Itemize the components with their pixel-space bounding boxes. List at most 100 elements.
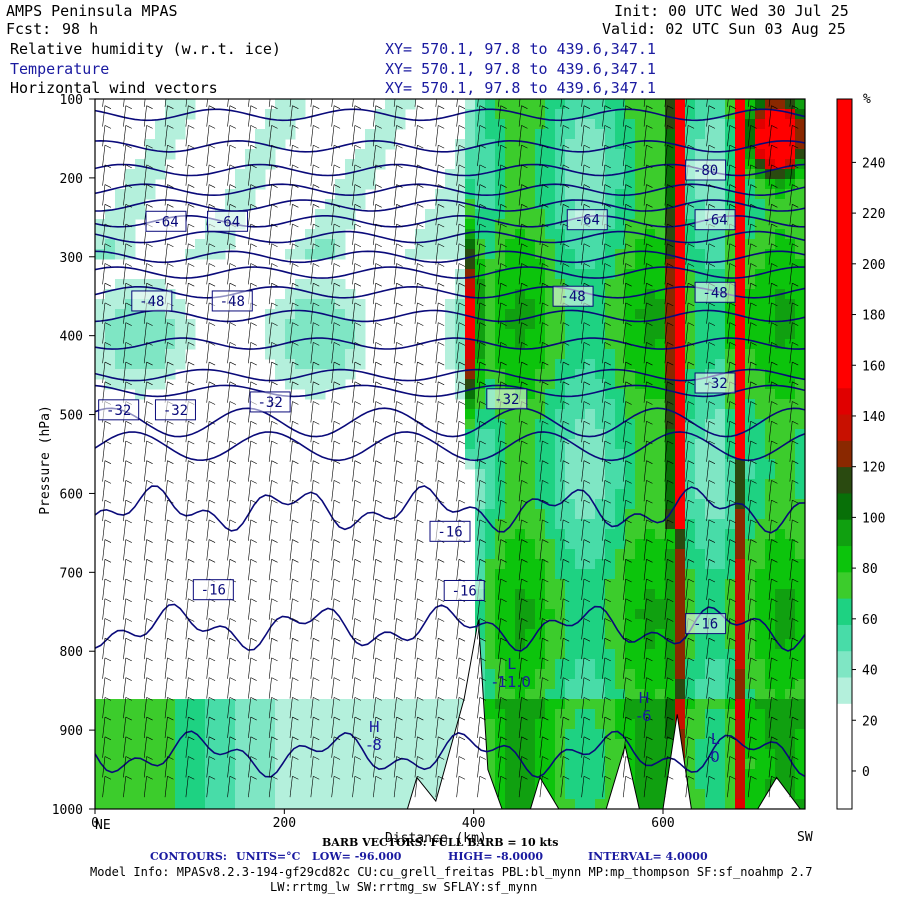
rh-cell [665, 489, 676, 500]
wind-barb-flag [354, 223, 362, 228]
rh-cell [735, 99, 746, 110]
rh-cell [115, 779, 126, 790]
rh-cell [305, 319, 316, 330]
rh-cell [515, 419, 526, 430]
rh-cell [595, 449, 606, 460]
wind-barb-flag [604, 184, 611, 188]
wind-barb-flag [333, 775, 341, 780]
wind-barb [331, 99, 333, 107]
wind-barb-flag [188, 243, 195, 248]
wind-barb-flag [229, 282, 237, 287]
wind-barb [393, 736, 397, 758]
rh-cell [665, 739, 676, 750]
rh-cell [355, 159, 366, 170]
wind-barb-flag [188, 361, 195, 366]
rh-cell [635, 679, 646, 690]
wind-barb [331, 223, 335, 245]
rh-cell [635, 109, 646, 120]
rh-cell [585, 349, 596, 360]
rh-cell [455, 159, 466, 170]
rh-cell [715, 579, 726, 590]
rh-cell [635, 99, 646, 110]
wind-barb [560, 322, 564, 344]
wind-barb-flag [354, 361, 362, 366]
wind-barb-flag [271, 164, 278, 169]
wind-barb [123, 618, 127, 640]
rh-cell [365, 719, 376, 730]
wind-barb-flag [333, 598, 341, 603]
rh-cell [505, 579, 516, 590]
rh-cell [505, 799, 516, 809]
wind-barb-flag [313, 539, 320, 543]
wind-barb [310, 362, 314, 384]
rh-cell [605, 349, 616, 360]
rh-cell [745, 589, 756, 600]
rh-cell [755, 539, 766, 550]
rh-cell [505, 329, 516, 340]
rh-cell [585, 679, 596, 690]
rh-cell [565, 399, 576, 410]
rh-cell [245, 179, 256, 190]
rh-cell [605, 439, 616, 450]
rh-cell [565, 259, 576, 270]
wind-barb [102, 539, 106, 561]
rh-cell [745, 269, 756, 280]
rh-cell [795, 739, 805, 750]
rh-cell [575, 529, 586, 540]
rh-cell [505, 689, 516, 700]
rh-cell [785, 149, 796, 160]
rh-cell [575, 729, 586, 740]
rh-cell [155, 719, 166, 730]
rh-cell [725, 399, 736, 410]
rh-cell [715, 419, 726, 430]
wind-barb [268, 638, 272, 660]
wind-barb-flag [479, 618, 486, 622]
wind-barb [497, 697, 501, 719]
wind-barb [352, 263, 356, 285]
rh-cell [445, 339, 456, 350]
rh-cell [245, 769, 256, 780]
wind-barb [602, 164, 606, 186]
rh-cell [695, 429, 706, 440]
wind-barb [123, 283, 127, 305]
wind-barb-flag [500, 736, 507, 741]
rh-cell [785, 239, 796, 250]
rh-cell [345, 779, 356, 790]
wind-barb-flag [375, 322, 382, 326]
rh-cell [735, 459, 746, 470]
rh-cell [765, 379, 776, 390]
rh-cell [515, 219, 526, 230]
wind-barb [477, 125, 481, 147]
rh-cell [135, 309, 146, 320]
wind-barb-flag [313, 204, 320, 208]
rh-cell [745, 199, 756, 210]
wind-barb [373, 342, 376, 364]
rh-cell [795, 419, 805, 430]
rh-cell [705, 569, 716, 580]
rh-cell [675, 449, 686, 460]
wind-barb-flag [521, 322, 528, 326]
wind-barb-flag [271, 184, 278, 188]
rh-cell [505, 709, 516, 720]
rh-cell [675, 529, 686, 540]
rh-cell [775, 389, 786, 400]
rh-cell [215, 789, 226, 800]
rh-cell [615, 159, 626, 170]
wind-barb [477, 421, 481, 443]
wind-barb [289, 440, 293, 462]
wind-barb [373, 223, 376, 245]
rh-cell [135, 699, 146, 710]
rh-cell [235, 789, 246, 800]
rh-cell [605, 409, 616, 420]
rh-cell [545, 479, 556, 490]
rh-cell [455, 379, 466, 390]
wind-barb-flag [542, 263, 549, 267]
rh-cell [535, 319, 546, 330]
wind-barb [373, 677, 376, 699]
rh-cell [205, 769, 216, 780]
wind-barb-flag [604, 282, 611, 287]
rh-cell [485, 209, 496, 220]
rh-cell [725, 739, 736, 750]
rh-cell [485, 659, 496, 670]
rh-cell [395, 789, 406, 800]
